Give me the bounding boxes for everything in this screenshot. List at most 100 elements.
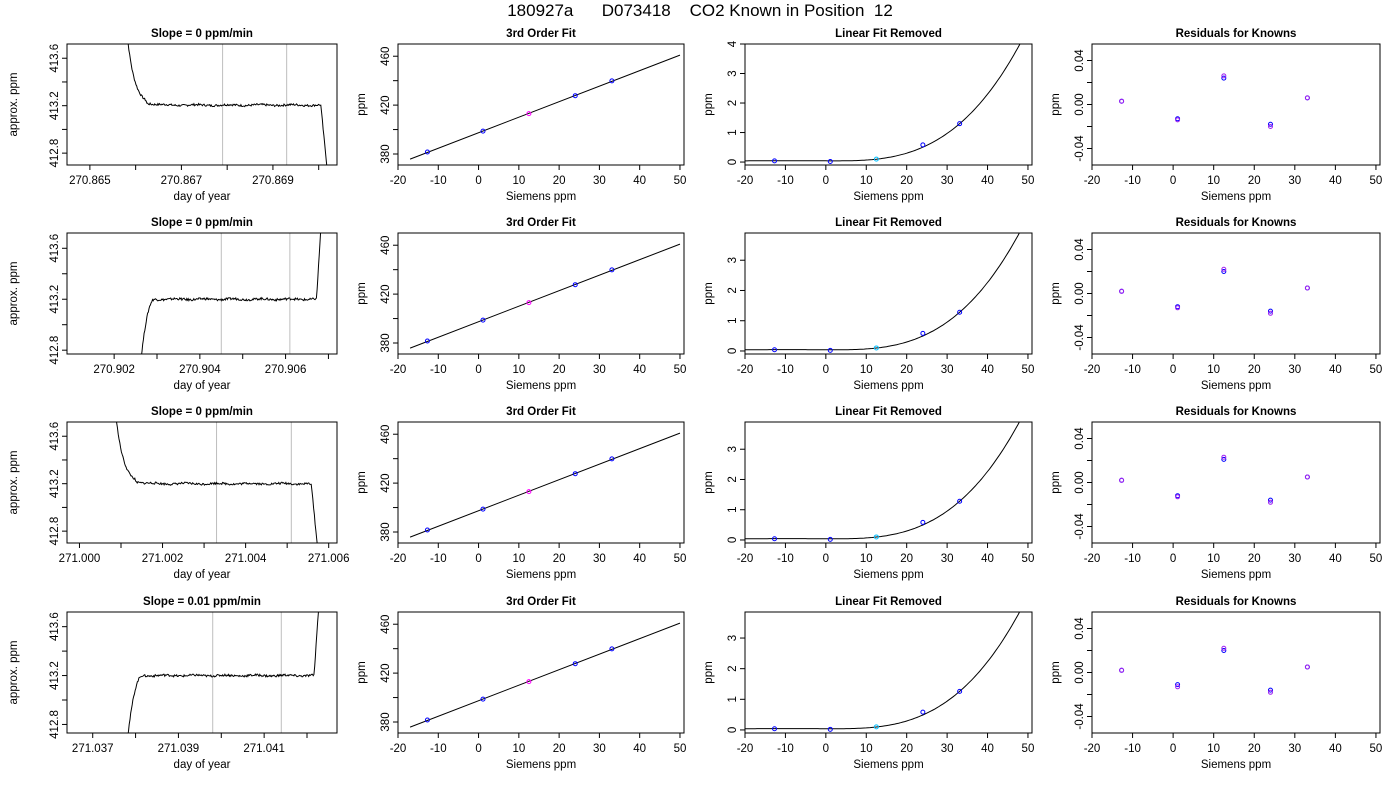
x-tick-label: -20 (737, 553, 754, 565)
y-tick-label: 2 (727, 100, 739, 106)
x-axis-label: day of year (174, 380, 231, 392)
data-point (772, 347, 778, 353)
x-tick-label: 10 (860, 175, 873, 187)
x-axis-label: Siemens ppm (853, 569, 923, 581)
x-tick-label: 20 (553, 175, 566, 187)
y-axis-label: ppm (1050, 471, 1062, 493)
x-tick-label: 20 (900, 553, 913, 565)
plot-frame (1091, 43, 1381, 166)
x-tick-label: 50 (674, 364, 687, 376)
data-point (526, 111, 532, 117)
fit-curve (745, 233, 1020, 351)
data-point (526, 679, 532, 685)
data-point (1221, 269, 1227, 274)
y-tick-label: 380 (380, 144, 392, 163)
x-tick-label: -20 (390, 175, 407, 187)
y-axis-label: ppm (1050, 93, 1062, 115)
panel-3-1: 3rd Order Fit -20 -10 0 10 20 30 40 50 380 420 460 S… (356, 596, 686, 771)
panel-title: Linear Fit Removed (835, 28, 942, 40)
data-point (772, 158, 778, 164)
x-tick-label: 0 (1170, 553, 1176, 565)
y-tick-label: 0 (727, 727, 739, 733)
y-tick-label: 460 (380, 47, 392, 66)
panel-0-2: Linear Fit Removed -20 -10 0 10 20 30 40 50 0 1 2 3 4… (703, 28, 1034, 203)
x-tick-label: 10 (1207, 743, 1220, 755)
x-tick-label: 270.869 (252, 175, 294, 187)
y-tick-label: -0.04 (1074, 324, 1086, 351)
data-point-alt (1175, 305, 1181, 311)
data-point (1267, 687, 1273, 693)
y-axis-label: ppm (703, 471, 715, 493)
x-tick-label: -20 (1084, 743, 1101, 755)
x-axis-label: Siemens ppm (1201, 191, 1271, 203)
x-tick-label: -20 (390, 553, 407, 565)
fit-line (409, 432, 681, 538)
y-axis-label: ppm (703, 93, 715, 115)
x-tick-label: -20 (390, 364, 407, 376)
x-tick-label: -10 (777, 364, 794, 376)
panel-title: Slope = 0.01 ppm/min (143, 596, 261, 608)
x-tick-label: -10 (1124, 364, 1141, 376)
panel-title: Residuals for Knowns (1176, 596, 1297, 608)
plot-frame (744, 232, 1033, 355)
y-tick-label: 380 (380, 522, 392, 541)
panel-3-0: Slope = 0.01 ppm/min 271.037 271.039 271.04… (8, 596, 338, 771)
y-tick-label: 420 (380, 285, 392, 304)
y-tick-label: 2 (727, 665, 739, 671)
x-tick-label: 20 (900, 175, 913, 187)
data-point (572, 93, 578, 99)
data-point-alt (1267, 499, 1273, 505)
y-tick-label: 0.00 (1074, 471, 1086, 493)
y-tick-label: 4 (727, 40, 739, 47)
y-tick-label: 3 (727, 635, 739, 641)
panel-title: Linear Fit Removed (835, 217, 942, 229)
y-tick-label: 413.2 (49, 91, 61, 120)
y-axis-label: ppm (356, 471, 368, 493)
x-tick-label: 40 (633, 175, 646, 187)
fit-curve (745, 44, 1021, 162)
data-point (772, 726, 778, 732)
plot-area (141, 233, 322, 354)
data-point (424, 338, 430, 344)
panel-title: Linear Fit Removed (835, 406, 942, 418)
x-tick-label: 30 (941, 364, 954, 376)
x-tick-label: 270.865 (69, 175, 111, 187)
y-tick-label: 0.04 (1074, 617, 1086, 640)
data-point (526, 300, 532, 306)
data-point-alt (1267, 124, 1273, 129)
data-point-alt (1267, 310, 1273, 316)
x-tick-label: 10 (860, 553, 873, 565)
panel-1-0: Slope = 0 ppm/min 270.902 270.904 270.906 41… (8, 217, 338, 392)
data-point-alt (1175, 494, 1181, 500)
x-tick-label: 20 (1248, 175, 1261, 187)
x-tick-label: 0 (475, 553, 481, 565)
plot-frame (397, 611, 685, 734)
x-tick-label: 30 (593, 553, 606, 565)
x-tick-label: 30 (593, 364, 606, 376)
data-point (480, 696, 486, 702)
x-tick-label: 271.002 (142, 553, 184, 565)
y-tick-label: 1 (727, 129, 739, 135)
data-trace (127, 612, 319, 733)
y-tick-label: 2 (727, 476, 739, 482)
y-axis-label: ppm (356, 93, 368, 115)
x-tick-label: -20 (1084, 175, 1101, 187)
y-tick-label: 413.2 (49, 285, 61, 314)
x-tick-label: 40 (981, 743, 994, 755)
x-tick-label: -10 (777, 175, 794, 187)
data-point-alt (1119, 477, 1125, 483)
fit-curve (745, 612, 1021, 730)
x-tick-label: 30 (1288, 175, 1301, 187)
x-axis-label: Siemens ppm (506, 380, 576, 392)
plot-area (127, 44, 328, 165)
x-tick-label: 10 (512, 175, 525, 187)
plot-area (745, 233, 1020, 353)
panel-title: Slope = 0 ppm/min (151, 217, 253, 229)
x-tick-label: 40 (981, 553, 994, 565)
y-tick-label: 380 (380, 712, 392, 731)
y-tick-label: 1 (727, 696, 739, 702)
x-tick-label: 30 (941, 553, 954, 565)
data-point (1221, 648, 1227, 653)
data-point-alt (1304, 285, 1310, 291)
